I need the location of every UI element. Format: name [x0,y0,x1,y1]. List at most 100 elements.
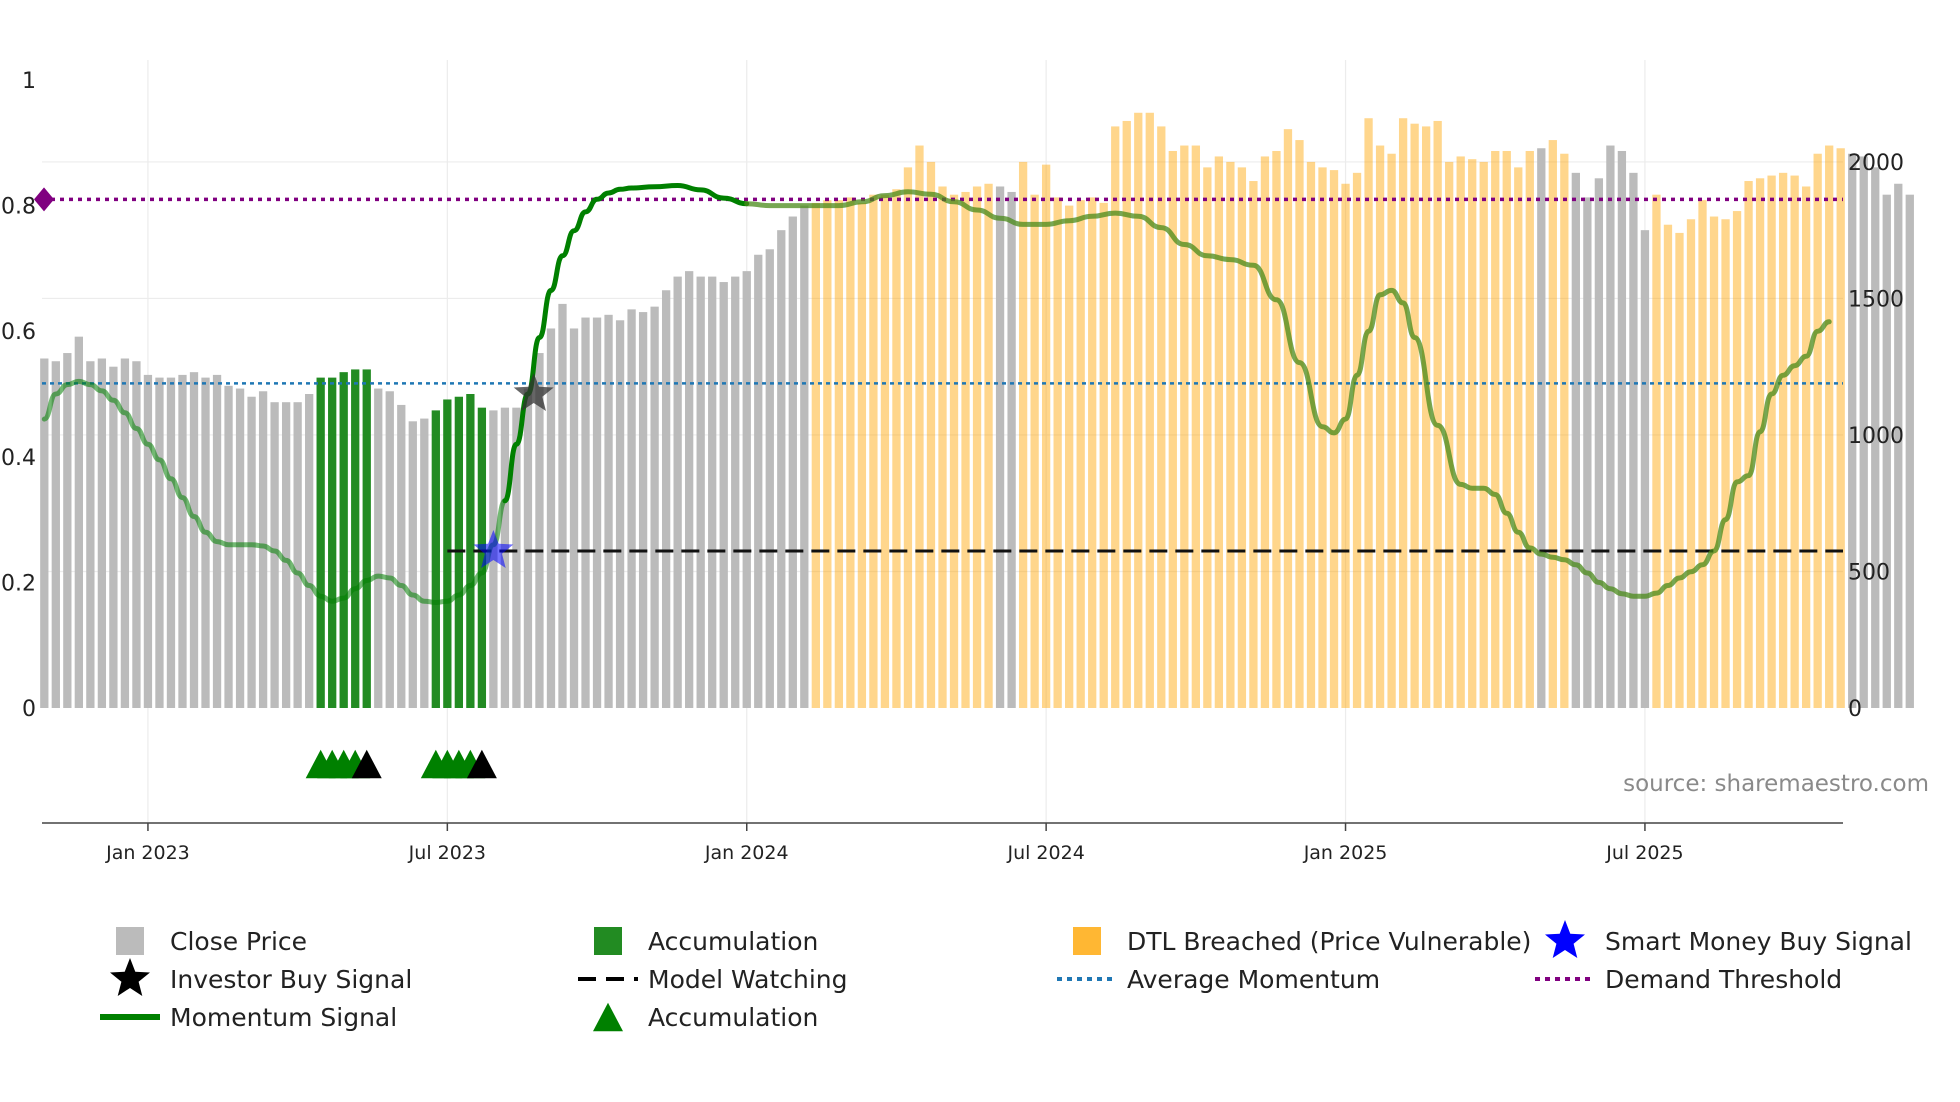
close-price-bar [143,374,153,708]
close-price-bar [270,402,279,708]
x-tick-label: Jul 2023 [408,842,486,864]
x-tick-label: Jul 2024 [1006,842,1084,864]
legend-swatch [116,927,144,955]
close-price-bar [235,388,245,708]
close-price-bar [1537,148,1546,708]
dtl-breached-bar [1168,150,1177,708]
dtl-breached-bar [1111,126,1120,709]
close-price-bar [1905,194,1914,709]
close-price-bar [673,276,682,708]
dtl-breached-bar [961,191,970,709]
close-price-bar [1007,191,1016,709]
dtl-breached-bar [1525,150,1534,708]
close-price-bar [719,282,728,708]
dtl-breached-bar [857,202,867,708]
accumulation-bar [339,372,348,708]
close-price-bar [765,249,774,708]
close-price-bar [1894,183,1903,708]
close-price-bar [1594,178,1604,708]
dtl-breached-bar [1387,153,1396,708]
close-price-bar [1859,156,1868,709]
close-price-bar [1583,197,1592,708]
close-price-bar [51,361,60,708]
dtl-breached-bar [903,167,913,709]
legend-star-icon [110,958,150,996]
close-price-bar [546,328,556,708]
momentum-signal [41,182,1832,606]
close-price-bar [708,276,717,708]
dtl-breached-bar [1329,170,1339,708]
dtl-breached-bar [1249,181,1258,708]
momentum-line-segment [502,182,750,504]
x-tick-label: Jan 2024 [704,842,789,864]
dtl-breached-bar [1352,172,1362,708]
dtl-breached-bar [1145,112,1154,709]
y-right-tick-label: 1500 [1848,287,1904,312]
legend-item: Model Watching [578,965,848,994]
close-price-bar [581,317,590,708]
dtl-breached-bar [1398,118,1408,709]
dtl-breached-bar [1088,197,1097,708]
demand-threshold-marker [34,187,54,212]
dtl-breached-bar [926,161,936,709]
signal-markers [305,373,554,779]
dtl-breached-bar [1272,150,1281,708]
legend-label: Average Momentum [1127,965,1380,994]
dtl-breached-bar [823,200,832,708]
dtl-breached-bar [1560,153,1569,708]
close-price-bar [63,353,72,708]
dtl-breached-bar [1318,167,1327,709]
dtl-breached-bar [892,189,901,708]
dtl-breached-bar [915,145,924,708]
close-price-bar [397,404,406,708]
close-price-bar [1617,150,1627,708]
close-price-bar [293,402,302,708]
dtl-breached-bar [972,186,982,709]
close-price-bar [201,377,210,708]
close-price-bar [166,377,176,708]
dtl-breached-bar [1652,194,1661,709]
legend-item: Smart Money Buy Signal [1545,920,1912,958]
close-price-bar [155,377,164,708]
close-price-bar [754,254,763,708]
accumulation-bar [351,369,360,708]
dtl-breached-bar [1802,186,1811,709]
y-right-tick-label: 2000 [1848,151,1904,176]
close-price-bar [1640,230,1650,708]
close-price-bar [258,391,268,708]
dtl-breached-bar [1548,140,1557,708]
dtl-breached-bar [834,200,844,708]
dtl-breached-bar [1341,183,1350,708]
close-price-bar [86,361,95,708]
legend-label: Close Price [170,927,307,956]
y-left-tick-label: 0.4 [1,446,36,471]
dtl-breached-bar [949,194,959,709]
close-price-bar [40,358,49,708]
legend-item: Average Momentum [1057,965,1380,994]
close-price-bar [1606,145,1615,708]
momentum-line-segment [744,189,1832,599]
close-price-bar [374,388,383,708]
dtl-breached-bar [1433,120,1442,708]
dtl-breached-bar [1295,140,1304,708]
dtl-breached-bar [1836,148,1845,708]
close-price-bar [696,276,705,708]
legend-star-icon [1545,920,1585,958]
legend-swatch [594,927,622,955]
dtl-breached-bar [1514,167,1523,709]
legend-item: Momentum Signal [100,1003,397,1032]
accumulation-bar [316,377,325,708]
dtl-breached-bar [1755,178,1765,708]
legend-item: Accumulation [593,1002,818,1032]
accumulation-bar [477,407,487,708]
dtl-breached-bar [1663,224,1673,708]
dtl-breached-bar [1214,156,1224,709]
dtl-breached-bar [1421,126,1431,709]
legend-label: DTL Breached (Price Vulnerable) [1127,927,1531,956]
price-bars [40,112,1914,709]
close-price-bar [1882,194,1891,709]
close-price-bar [512,407,521,708]
dtl-breached-bar [1076,200,1085,708]
close-price-bar [385,391,394,708]
